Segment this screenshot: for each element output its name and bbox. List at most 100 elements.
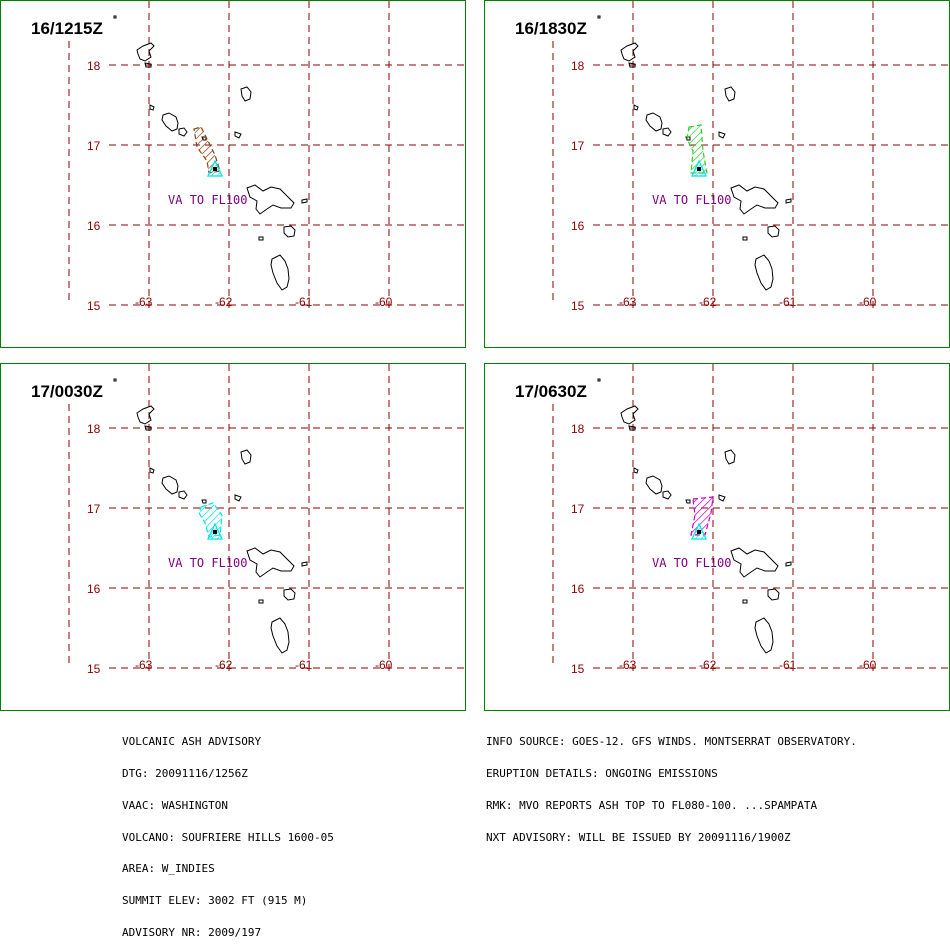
advisory-line: RMK: MVO REPORTS ASH TOP TO FL080-100. .… [486,798,818,812]
island-outline [113,378,117,382]
island-outline [161,475,179,495]
volcano-marker-icon [690,522,708,540]
island-outline [270,254,290,291]
longitude-label: -63 [135,658,153,672]
island-outline [633,104,639,111]
island-outline [270,617,290,654]
island-outline [246,184,295,215]
island-outline [301,198,308,204]
map-panel-2: 18 17 16 15 -63 -62 -61 -60 VA TO FL100 16/1830Z [484,0,950,348]
island-outline [767,225,780,238]
island-outline [645,112,663,132]
latitude-label: 17 [87,502,101,516]
island-outline [730,184,779,215]
volcano-marker-icon [690,159,708,177]
map-canvas-1: 18 17 16 15 -63 -62 -61 -60 VA TO FL100 [68,1,465,313]
latitude-label: 17 [571,502,585,516]
island-outline [144,62,152,68]
longitude-label: -63 [619,295,637,309]
latitude-label: 15 [87,662,101,676]
ash-label: VA TO FL100 [652,556,731,570]
map-canvas-4: 18 17 16 15 -63 -62 -61 -60 VA TO FL100 [552,364,949,676]
advisory-line: DTG: 20091116/1256Z [122,766,248,780]
island-outline [662,490,672,500]
coastlines [597,378,792,654]
latitude-label: 17 [571,139,585,153]
island-outline [234,131,242,139]
island-outline [149,467,155,474]
island-outline [283,225,296,238]
longitude-label: -61 [779,658,797,672]
map-panel-3: 18 17 16 15 -63 -62 -61 -60 VA TO FL100 17/0030Z [0,363,466,711]
advisory-text-right: INFO SOURCE: GOES-12. GFS WINDS. MONTSER… [486,716,857,854]
latitude-label: 16 [87,582,101,596]
longitude-label: -61 [295,295,313,309]
volcano-marker-icon [206,522,224,540]
volcano-marker-icon [206,159,224,177]
island-outline [240,449,252,465]
latitude-label: 18 [87,59,101,73]
island-outline [633,467,639,474]
latitude-label: 18 [87,422,101,436]
island-outline [754,617,774,654]
advisory-line: NXT ADVISORY: WILL BE ISSUED BY 20091116… [486,830,791,844]
longitude-label: -62 [215,295,233,309]
longitude-label: -60 [859,295,877,309]
island-outline [178,127,188,137]
latitude-label: 17 [87,139,101,153]
island-outline [283,588,296,601]
island-outline [597,378,601,382]
island-outline [234,494,242,502]
island-outline [724,449,736,465]
advisory-line: VAAC: WASHINGTON [122,798,228,812]
coastlines [113,15,308,291]
latitude-label: 15 [87,299,101,313]
latitude-label: 16 [87,219,101,233]
island-outline [136,405,155,425]
island-outline [785,561,792,567]
coastlines [113,378,308,654]
latitude-label: 18 [571,59,585,73]
island-outline [742,236,748,241]
advisory-line: ADVISORY NR: 2009/197 [122,925,262,939]
island-outline [724,86,736,102]
advisory-line: INFO SOURCE: GOES-12. GFS WINDS. MONTSER… [486,735,857,749]
ash-label: VA TO FL100 [168,556,247,570]
ash-label: VA TO FL100 [652,193,731,207]
island-outline [149,104,155,111]
ash-label: VA TO FL100 [168,193,247,207]
map-canvas-2: 18 17 16 15 -63 -62 -61 -60 VA TO FL100 [552,1,949,313]
coastlines [597,15,792,291]
island-outline [113,15,117,19]
map-panel-1: 18 17 16 15 -63 -62 -61 -60 VA TO FL100 16/1215Z [0,0,466,348]
island-outline [201,499,207,504]
map-panel-4: 18 17 16 15 -63 -62 -61 -60 VA TO FL100 17/0630Z [484,363,950,711]
island-outline [161,112,179,132]
island-outline [685,499,691,504]
island-outline [136,42,155,62]
longitude-label: -62 [699,295,717,309]
longitude-label: -61 [779,295,797,309]
map-canvas-3: 18 17 16 15 -63 -62 -61 -60 VA TO FL100 [68,364,465,676]
island-outline [258,599,264,604]
panel-time-label: 16/1215Z [31,19,103,38]
island-outline [620,405,639,425]
latitude-label: 15 [571,299,585,313]
longitude-label: -61 [295,658,313,672]
advisory-line: AREA: W_INDIES [122,862,215,876]
panel-time-label: 16/1830Z [515,19,587,38]
island-outline [597,15,601,19]
island-outline [301,561,308,567]
longitude-label: -63 [619,658,637,672]
graticule: 18 17 16 15 -63 -62 -61 -60 [68,364,465,676]
graticule: 18 17 16 15 -63 -62 -61 -60 [68,1,465,313]
island-outline [178,490,188,500]
panel-time-label: 17/0030Z [31,382,103,401]
ash-area [690,496,714,536]
longitude-label: -60 [375,658,393,672]
advisory-line: SUMMIT ELEV: 3002 FT (915 M) [122,894,308,908]
latitude-label: 16 [571,219,585,233]
advisory-line: ERUPTION DETAILS: ONGOING EMISSIONS [486,766,718,780]
longitude-label: -60 [375,295,393,309]
island-outline [620,42,639,62]
